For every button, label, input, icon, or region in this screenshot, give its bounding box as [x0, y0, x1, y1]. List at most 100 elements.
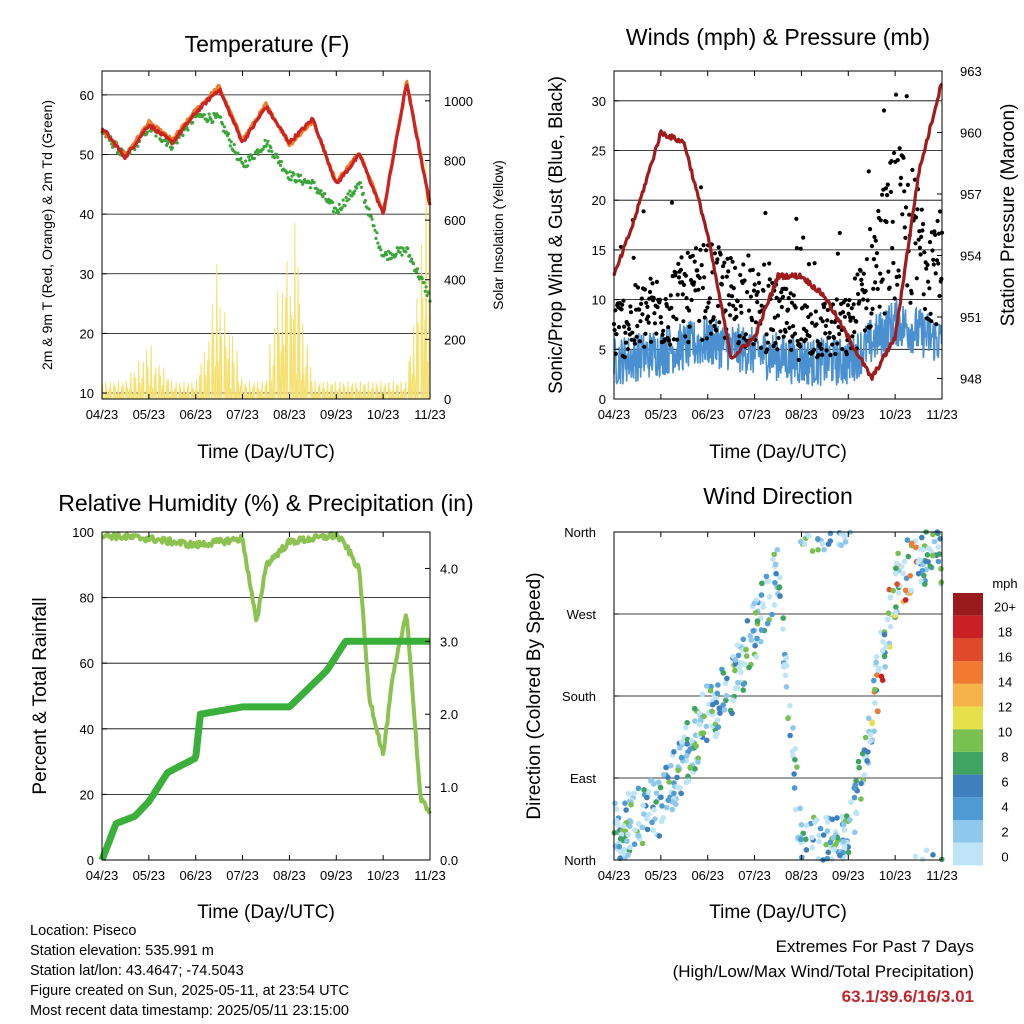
wind-gust-point: [897, 274, 902, 279]
direction-point: [806, 533, 812, 540]
wind-gust-point: [820, 319, 825, 324]
direction-xtick-label: 07/23: [738, 868, 771, 883]
wind-gust-point: [721, 264, 726, 269]
direction-point: [623, 807, 629, 813]
wind-gust-point: [827, 335, 832, 340]
direction-point: [758, 627, 765, 633]
direction-point: [635, 821, 642, 827]
wind-gust-point: [864, 306, 869, 311]
wind-gust-point: [661, 328, 666, 333]
dewpoint-point: [410, 257, 414, 261]
dewpoint-point: [227, 138, 231, 142]
direction-point: [834, 834, 841, 841]
wind-gust-point: [753, 320, 759, 325]
humidity-xtick-label: 10/23: [367, 868, 400, 883]
wind-gust-point: [791, 324, 796, 329]
wind-gust-point: [642, 344, 647, 349]
dewpoint-point: [261, 147, 265, 151]
wind-gust-point: [722, 260, 727, 265]
wind-gust-point: [676, 275, 682, 280]
direction-point: [685, 778, 692, 784]
wind-gust-point: [918, 252, 923, 257]
direction-point: [815, 547, 821, 553]
direction-point: [622, 800, 628, 806]
wind-gust-point: [628, 310, 634, 315]
direction-title: Wind Direction: [703, 483, 853, 509]
direction-xlabel: Time (Day/UTC): [709, 902, 847, 923]
dewpoint-point: [389, 256, 393, 260]
direction-point: [858, 796, 864, 802]
wind-gust-point: [689, 297, 694, 303]
direction-point: [873, 653, 880, 660]
dewpoint-point: [343, 204, 347, 208]
direction-ytick-label: West: [567, 607, 597, 622]
wind-gust-point: [671, 314, 676, 319]
wind-gust-point: [840, 346, 845, 352]
wind-gust-point: [892, 150, 897, 156]
dewpoint-point: [181, 133, 185, 138]
winds-ytick-right-label: 948: [960, 372, 982, 387]
direction-point: [759, 580, 765, 587]
direction-point: [780, 626, 786, 632]
direction-point: [881, 653, 888, 660]
direction-point: [792, 756, 798, 763]
wind-gust-point: [642, 287, 648, 292]
wind-gust-point: [698, 185, 704, 190]
wind-gust-point: [730, 259, 735, 264]
wind-gust-point: [798, 246, 803, 251]
legend-swatch: [953, 820, 983, 843]
wind-gust-point: [910, 167, 915, 173]
dewpoint-point: [236, 151, 240, 155]
direction-point: [915, 570, 922, 577]
wind-gust-point: [630, 330, 635, 335]
direction-point: [659, 803, 665, 809]
wind-gust-point: [865, 298, 870, 303]
direction-point: [919, 567, 926, 574]
wind-gust-point: [854, 319, 859, 324]
humidity-ytick-right-label: 0.0: [440, 853, 458, 868]
direction-point: [713, 699, 720, 706]
wind-gust-point: [778, 329, 783, 334]
direction-point: [649, 819, 655, 826]
humidity-frame: [101, 531, 431, 861]
wind-gust-point: [627, 326, 632, 332]
wind-gust-point: [792, 331, 798, 336]
wind-gust-point: [905, 182, 911, 187]
direction-point: [827, 538, 834, 544]
wind-gust-point: [876, 208, 881, 214]
dewpoint-point: [412, 262, 416, 266]
temperature-ytick-right-label: 400: [444, 273, 466, 288]
wind-gust-point: [612, 328, 617, 333]
wind-gust-point: [909, 291, 914, 296]
wind-gust-point: [637, 307, 642, 312]
wind-gust-point: [869, 244, 875, 249]
direction-point: [764, 578, 771, 585]
direction-point: [683, 724, 689, 731]
wind-gust-point: [864, 257, 870, 262]
wind-gust-point: [641, 209, 646, 214]
winds-title: Winds (mph) & Pressure (mb): [626, 24, 930, 50]
wind-gust-point: [647, 289, 653, 295]
wind-gust-point: [770, 328, 776, 333]
wind-gust-point: [699, 263, 704, 268]
dewpoint-point: [312, 180, 316, 184]
wind-gust-point: [818, 342, 823, 347]
legend-title: mph: [992, 576, 1017, 591]
wind-gust-point: [925, 262, 930, 267]
direction-point: [817, 825, 824, 832]
wind-gust-point: [883, 186, 889, 191]
temperature-ytick-right-label: 800: [444, 153, 466, 168]
direction-point: [669, 806, 676, 813]
direction-point: [613, 806, 620, 812]
dewpoint-point: [414, 270, 419, 274]
wind-gust-point: [643, 331, 648, 336]
direction-point: [666, 779, 672, 785]
direction-point: [856, 764, 862, 771]
direction-point: [869, 719, 875, 725]
wind-gust-point: [844, 352, 849, 357]
wind-gust-point: [614, 332, 619, 337]
wind-gust-point: [892, 296, 897, 301]
direction-point: [867, 731, 874, 738]
direction-point: [617, 835, 624, 842]
latlon-text: Station lat/lon: 43.4647; -74.5043: [30, 963, 244, 979]
